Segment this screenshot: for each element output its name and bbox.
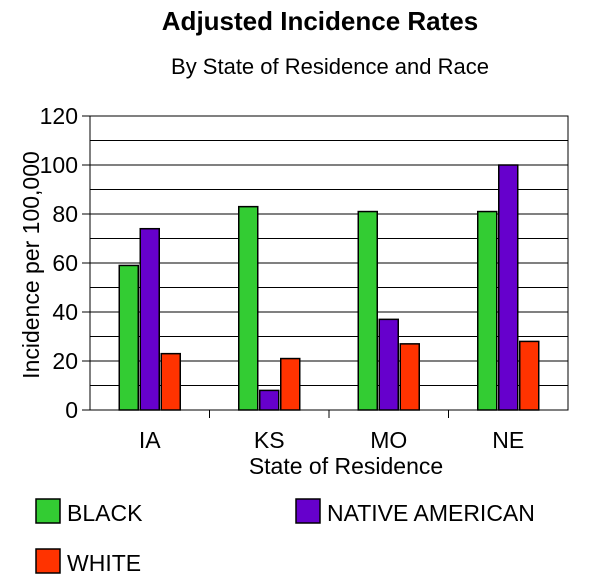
y-tick-label: 0 <box>65 397 78 423</box>
y-axis-title: Incidence per 100,000 <box>18 151 44 379</box>
x-tick-label: KS <box>254 427 285 453</box>
bar <box>118 264 139 411</box>
chart-subtitle: By State of Residence and Race <box>171 54 489 79</box>
bar <box>139 227 160 411</box>
legend-label: NATIVE AMERICAN <box>327 500 535 526</box>
legend-label: BLACK <box>67 500 143 526</box>
y-tick-label: 20 <box>52 348 78 374</box>
y-tick-label: 120 <box>40 103 78 129</box>
y-tick-label: 80 <box>52 201 78 227</box>
bar <box>519 340 540 411</box>
bar <box>399 343 420 411</box>
x-tick-label: IA <box>139 427 161 453</box>
bar <box>498 164 519 411</box>
legend-swatch <box>35 548 61 574</box>
bar <box>378 318 399 411</box>
y-tick-label: 100 <box>40 152 78 178</box>
x-tick-label: MO <box>370 427 407 453</box>
bar <box>259 389 280 411</box>
bar <box>477 210 498 411</box>
x-axis-title: State of Residence <box>249 453 443 479</box>
legend-swatch <box>35 498 61 524</box>
legend: BLACK NATIVE AMERICAN WHITE <box>35 498 535 576</box>
x-tick-label: NE <box>492 427 524 453</box>
y-tick-label: 60 <box>52 250 78 276</box>
bar <box>160 352 181 411</box>
legend-label: WHITE <box>67 550 141 576</box>
bar <box>357 210 378 411</box>
y-tick-label: 40 <box>52 299 78 325</box>
bar <box>280 357 301 411</box>
plot-area: 0 20 40 60 80 100 120 IA KS MO NE <box>40 103 569 453</box>
legend-swatch <box>295 498 321 524</box>
chart-title: Adjusted Incidence Rates <box>162 6 478 36</box>
bar <box>238 205 259 411</box>
